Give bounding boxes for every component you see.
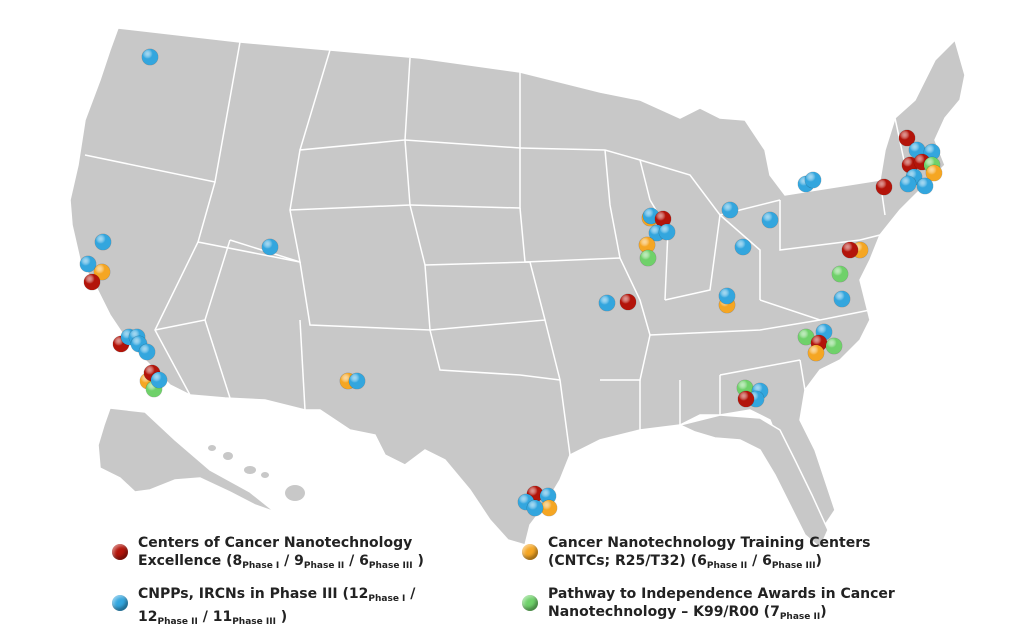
orange-marker-highlight [541,500,557,516]
blue-marker-highlight [599,295,615,311]
blue-marker-highlight [659,224,675,240]
red-marker-highlight [738,391,754,407]
florida [677,414,829,550]
blue-marker-highlight [540,488,556,504]
blue-marker-highlight [95,234,111,250]
orange-marker-highlight [94,264,110,280]
blue-marker-highlight [142,49,158,65]
red-marker-highlight [655,211,671,227]
blue-marker-highlight [735,239,751,255]
blue-marker-highlight [909,142,925,158]
green-marker-highlight [826,338,842,354]
blue-marker-highlight [722,202,738,218]
blue-marker-highlight [762,212,778,228]
blue-marker-highlight [262,239,278,255]
blue-marker-highlight [349,373,365,389]
red-marker-highlight [84,274,100,290]
green-marker-highlight [832,266,848,282]
blue-marker-highlight [527,500,543,516]
red-marker-highlight [876,179,892,195]
blue-marker-highlight [151,372,167,388]
orange-marker-highlight [639,237,655,253]
red-marker-highlight [842,242,858,258]
blue-marker-highlight [917,178,933,194]
hawaii [208,445,305,501]
red-marker-highlight [620,294,636,310]
blue-marker-highlight [139,344,155,360]
blue-marker-highlight [719,288,735,304]
blue-marker-highlight [805,172,821,188]
blue-marker-highlight [924,144,940,160]
blue-marker-highlight [643,208,659,224]
green-marker-highlight [640,250,656,266]
blue-marker-highlight [900,176,916,192]
orange-marker-highlight [926,165,942,181]
alaska [97,407,276,513]
green-marker-highlight [798,329,814,345]
markers [79,48,943,517]
orange-marker-highlight [808,345,824,361]
blue-marker-highlight [80,256,96,272]
red-marker-highlight [899,130,915,146]
blue-marker-highlight [834,291,850,307]
